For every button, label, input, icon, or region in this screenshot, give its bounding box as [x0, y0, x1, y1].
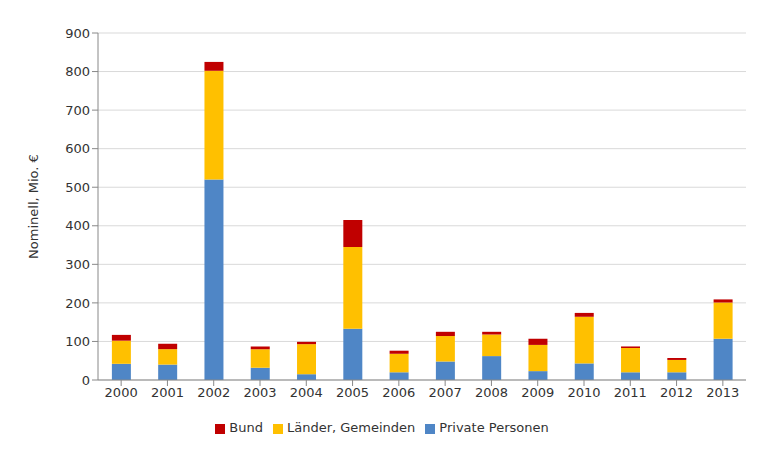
svg-text:500: 500 — [65, 180, 90, 195]
svg-text:600: 600 — [65, 141, 90, 156]
svg-text:2004: 2004 — [290, 385, 323, 400]
svg-text:2003: 2003 — [243, 385, 276, 400]
svg-text:900: 900 — [65, 26, 90, 41]
svg-text:2010: 2010 — [567, 385, 600, 400]
svg-text:2011: 2011 — [614, 385, 647, 400]
html-text:Private Personen: Private Personen — [439, 420, 549, 435]
svg-text:2006: 2006 — [382, 385, 415, 400]
svg-text:0: 0 — [82, 373, 90, 388]
svg-text:2005: 2005 — [336, 385, 369, 400]
svg-text:700: 700 — [65, 103, 90, 118]
svg-text:2009: 2009 — [521, 385, 554, 400]
svg-text:300: 300 — [65, 257, 90, 272]
svg-text:2002: 2002 — [197, 385, 230, 400]
svg-text:200: 200 — [65, 296, 90, 311]
html-text:Bund: Bund — [229, 420, 263, 435]
svg-text:400: 400 — [65, 218, 90, 233]
svg-text:2013: 2013 — [706, 385, 739, 400]
svg-text:Nominell, Mio. €: Nominell, Mio. € — [26, 154, 41, 259]
svg-text:2007: 2007 — [429, 385, 462, 400]
svg-text:2012: 2012 — [660, 385, 693, 400]
html-text:Länder, Gemeinden: Länder, Gemeinden — [286, 420, 416, 435]
svg-text:2000: 2000 — [105, 385, 138, 400]
svg-text:2008: 2008 — [475, 385, 508, 400]
svg-text:2001: 2001 — [151, 385, 184, 400]
svg-text:800: 800 — [65, 64, 90, 79]
svg-text:100: 100 — [65, 334, 90, 349]
